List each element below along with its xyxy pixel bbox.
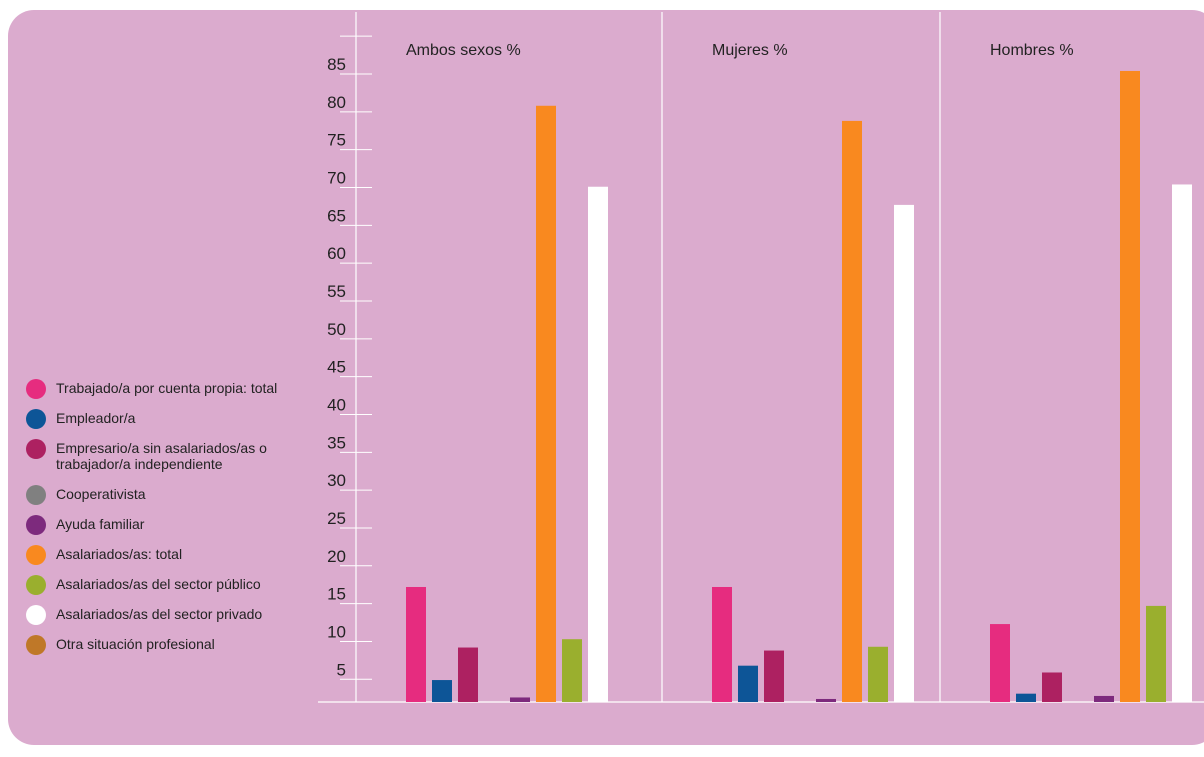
bar (738, 665, 758, 702)
y-tick-label: 15 (327, 585, 346, 604)
bar (1042, 672, 1062, 702)
bar (1172, 184, 1192, 702)
bar (562, 639, 582, 702)
bar (510, 697, 530, 702)
y-tick-label: 45 (327, 358, 346, 377)
y-tick-label: 65 (327, 206, 346, 225)
y-tick-label: 70 (327, 168, 346, 187)
y-tick-label: 5 (337, 660, 346, 679)
legend-item: Empresario/a sin asalariados/as o trabaj… (26, 439, 326, 486)
y-tick-label: 80 (327, 93, 346, 112)
bar (536, 105, 556, 702)
legend-label: Asalariados/as del sector público (56, 576, 261, 592)
legend-label: Otra situación profesional (56, 636, 215, 652)
bar (1016, 693, 1036, 702)
legend-swatch (26, 605, 46, 625)
legend-item: Trabajado/a por cuenta propia: total (26, 379, 326, 410)
legend-item: Otra situación profesional (26, 635, 326, 666)
legend-label: Asalariados/as: total (56, 546, 183, 562)
bar (458, 647, 478, 702)
legend-swatch (26, 635, 46, 655)
group-title: Ambos sexos % (406, 42, 521, 59)
y-tick-label: 35 (327, 433, 346, 452)
legend: Trabajado/a por cuenta propia: total Emp… (26, 379, 326, 666)
legend-label: Empleador/a (56, 410, 136, 426)
legend-item: Asalariados/as: total (26, 545, 326, 576)
group-title: Hombres % (990, 42, 1074, 59)
y-tick-label: 60 (327, 244, 346, 263)
bar (712, 586, 732, 702)
bar (990, 624, 1010, 702)
bar (816, 698, 836, 702)
bar (1146, 605, 1166, 702)
y-tick-label: 10 (327, 622, 346, 641)
legend-swatch (26, 409, 46, 429)
legend-swatch (26, 575, 46, 595)
legend-swatch (26, 515, 46, 535)
legend-label: Ayuda familiar (56, 516, 145, 532)
legend-item: Empleador/a (26, 409, 326, 440)
legend-swatch (26, 545, 46, 565)
y-tick-label: 50 (327, 320, 346, 339)
bar (764, 650, 784, 702)
bar (406, 586, 426, 702)
legend-label: Asalariados/as del sector privado (56, 606, 263, 622)
bar (842, 120, 862, 703)
bar (1120, 70, 1140, 702)
legend-item: Asalariados/as del sector privado (26, 605, 326, 636)
legend-item: Asalariados/as del sector público (26, 575, 326, 606)
y-tick-label: 40 (327, 395, 346, 414)
legend-item: Ayuda familiar (26, 515, 326, 546)
bar (588, 186, 608, 702)
bar (894, 204, 914, 702)
legend-label: Cooperativista (56, 486, 146, 502)
y-tick-label: 30 (327, 471, 346, 490)
legend-item: Cooperativista (26, 485, 326, 516)
group-title: Mujeres % (712, 42, 788, 59)
bar (432, 680, 452, 702)
bar (868, 646, 888, 702)
y-tick-label: 75 (327, 131, 346, 150)
y-tick-label: 55 (327, 282, 346, 301)
bar (1094, 695, 1114, 702)
y-tick-label: 85 (327, 55, 346, 74)
legend-swatch (26, 485, 46, 505)
legend-swatch (26, 379, 46, 399)
legend-label: Empresario/a sin asalariados/as o trabaj… (56, 440, 267, 472)
legend-swatch (26, 439, 46, 459)
legend-label: Trabajado/a por cuenta propia: total (56, 380, 278, 396)
y-tick-label: 25 (327, 509, 346, 528)
y-tick-label: 20 (327, 547, 346, 566)
